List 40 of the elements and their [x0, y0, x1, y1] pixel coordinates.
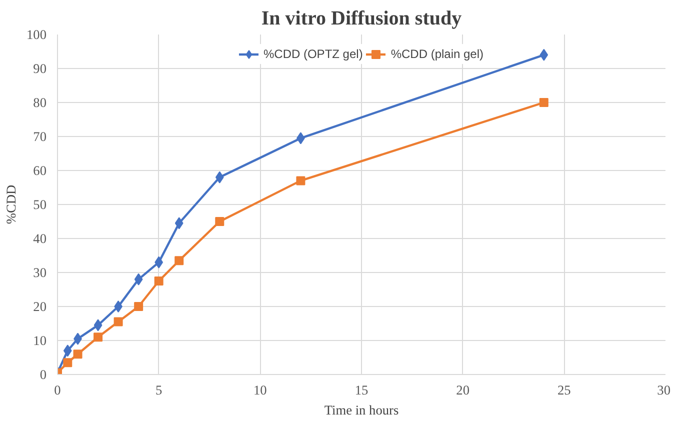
y-tick-label: 70	[33, 129, 47, 144]
legend-label: %CDD (OPTZ gel)	[263, 47, 363, 61]
point	[540, 48, 548, 61]
point	[94, 319, 102, 332]
point	[114, 300, 122, 312]
y-tick-label: 20	[33, 299, 47, 314]
y-tick-label: 30	[33, 265, 47, 280]
point	[63, 358, 72, 368]
x-tick-label: 0	[54, 382, 62, 398]
y-tick-label: 50	[33, 197, 47, 212]
point	[63, 344, 72, 357]
point	[73, 350, 82, 359]
x-tick-label: 20	[456, 382, 470, 398]
y-tick-label: 60	[33, 163, 47, 178]
point	[174, 217, 184, 230]
x-axis-title: Time in hours	[324, 402, 399, 418]
point	[154, 276, 164, 286]
point	[539, 98, 548, 107]
y-axis-title: %CDD	[4, 184, 19, 224]
point	[174, 256, 184, 266]
x-tick-label: 15	[354, 382, 368, 398]
point	[134, 302, 144, 311]
y-tick-label: 40	[33, 231, 47, 246]
y-tick-label: 80	[33, 95, 47, 110]
y-tick-label: 0	[40, 367, 47, 382]
point	[134, 273, 143, 286]
y-tick-label: 100	[26, 27, 47, 42]
point	[94, 332, 103, 342]
x-tick-label: 25	[558, 382, 572, 398]
point	[215, 171, 224, 184]
point	[114, 317, 123, 326]
x-tick-label: 10	[254, 382, 268, 398]
chart-title: In vitro Diffusion study	[261, 8, 462, 30]
y-tick-label: 10	[33, 333, 47, 348]
point	[215, 217, 224, 226]
y-tick-label: 90	[33, 61, 47, 76]
point	[296, 176, 306, 186]
legend-label: %CDD (plain gel)	[390, 47, 484, 61]
x-tick-label: 5	[156, 382, 162, 398]
x-tick-label: 30	[657, 382, 671, 398]
